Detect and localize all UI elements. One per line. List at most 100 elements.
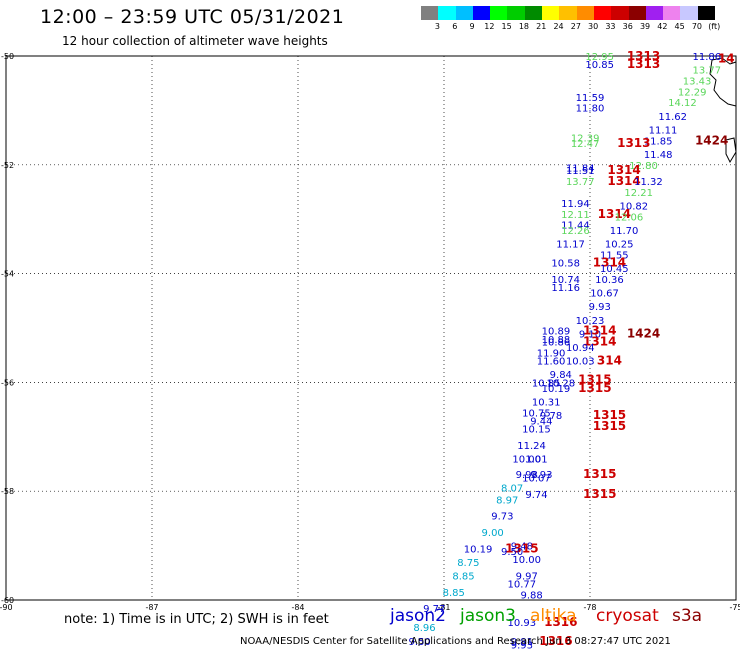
- wave-height-label: 11.16: [551, 283, 580, 294]
- colorbar-label: 36: [622, 22, 633, 31]
- wave-height-label: 10.25: [605, 240, 634, 251]
- wave-height-label: 9.00: [482, 528, 504, 539]
- legend-jason3: jason3: [460, 606, 516, 626]
- coastline-outline: [709, 57, 737, 107]
- wave-height-label: 1424: [695, 133, 728, 147]
- colorbar-swatch: [472, 6, 491, 20]
- x-tick-label: -90: [0, 603, 13, 612]
- wave-height-label: 9.77: [423, 604, 445, 615]
- colorbar-swatch: [455, 6, 473, 20]
- wave-height-label: 10.07: [522, 474, 551, 485]
- wave-height-label: 1314: [583, 335, 616, 349]
- wave-height-label: 9.50: [501, 547, 523, 558]
- wave-height-label: 10.36: [595, 275, 624, 286]
- wave-height-label: 10.94: [566, 343, 595, 354]
- footer-note: note: 1) Time is in UTC; 2) SWH is in fe…: [64, 612, 329, 627]
- map-frame: [5, 55, 737, 601]
- colorbar-label: 33: [605, 22, 616, 31]
- wave-height-label: 11.90: [537, 348, 566, 359]
- y-tick-label: -60: [1, 596, 14, 605]
- colorbar-swatch: [645, 6, 664, 20]
- wave-height-label: 10.86: [542, 338, 571, 349]
- wave-height-label: 9.88: [520, 591, 542, 602]
- wave-height-label: 10.85: [585, 60, 614, 71]
- wave-height-label: 9.84: [550, 370, 572, 381]
- colorbar-label: 45: [674, 22, 685, 31]
- y-tick-label: -58: [1, 487, 14, 496]
- colorbar-swatch: [490, 6, 508, 20]
- wave-height-label: 10.23: [576, 316, 605, 327]
- colorbar-swatch: [507, 6, 525, 20]
- wave-height-label: 12.80: [629, 161, 658, 172]
- wave-height-label: 10.00: [512, 555, 541, 566]
- wave-height-label: 11.80: [576, 104, 605, 115]
- wave-height-label: 11.85: [644, 136, 673, 147]
- wave-height-label: 9.10: [579, 329, 601, 340]
- wave-height-label: 14: [718, 52, 735, 66]
- wave-height-label: 10.75: [522, 408, 551, 419]
- wave-height-label: 10.85: [532, 378, 561, 389]
- colorbar-swatch: [576, 6, 594, 20]
- wave-height-label: 11.48: [644, 150, 673, 161]
- wave-height-label: 1315: [578, 373, 611, 387]
- page-subtitle: 12 hour collection of altimeter wave hei…: [62, 34, 328, 48]
- wave-height-label: 11.70: [610, 226, 639, 237]
- colorbar-swatch: [680, 6, 698, 20]
- wave-height-label: 11.17: [556, 240, 585, 251]
- x-tick-label: -75: [729, 603, 740, 612]
- wave-height-label: 10.19: [542, 384, 571, 395]
- colorbar-label: 3: [434, 22, 440, 31]
- wave-height-label: 8.96: [413, 623, 435, 634]
- wave-height-label: 9.81: [511, 637, 533, 648]
- x-tick-label: -84: [291, 603, 304, 612]
- colorbar-label: 9: [469, 22, 475, 31]
- credit-line: NOAA/NESDIS Center for Satellite Applica…: [240, 636, 671, 647]
- wave-height-label: 9.78: [540, 411, 562, 422]
- wave-height-label: 9.93: [530, 470, 552, 481]
- wave-height-label: 12.26: [561, 226, 590, 237]
- wave-height-label: 13.77: [566, 177, 595, 188]
- wave-height-label: 12.95: [585, 52, 614, 63]
- legend-altika: altika: [530, 606, 577, 626]
- y-tick-label: -52: [1, 161, 14, 170]
- wave-height-label: 10.45: [600, 264, 629, 275]
- colorbar-swatch: [524, 6, 543, 20]
- legend-cryosat: cryosat: [596, 606, 659, 626]
- wave-height-label: 11.24: [517, 441, 546, 452]
- colorbar-label: 21: [536, 22, 547, 31]
- wave-height-label: 1314: [598, 207, 631, 221]
- wave-height-label: 12.29: [678, 87, 707, 98]
- y-tick-label: -56: [1, 378, 14, 387]
- wave-height-label: 10.28: [546, 378, 575, 389]
- y-tick-label: -54: [1, 270, 14, 279]
- wave-height-label: 13.43: [683, 76, 712, 87]
- wave-height-label: 1315: [583, 467, 616, 481]
- wave-height-label: 8.85: [452, 572, 474, 583]
- wave-height-label: 9.97: [516, 572, 538, 583]
- colorbar-label: 18: [518, 22, 530, 31]
- wave-height-label: 10.74: [551, 275, 580, 286]
- wave-height-label: 10.58: [551, 259, 580, 270]
- wave-height-label: 1313: [627, 49, 660, 63]
- wave-height-label: 10.67: [590, 289, 619, 300]
- wave-height-label: 9.44: [530, 416, 552, 427]
- wave-height-label: 11.94: [561, 199, 590, 210]
- wave-height-label: 10.00: [512, 455, 541, 466]
- colorbar-label: 42: [657, 22, 668, 31]
- wave-height-label: 1315: [578, 381, 611, 395]
- wave-height-label: 1314: [607, 174, 640, 188]
- wave-height-label: 11.59: [576, 93, 605, 104]
- colorbar-swatch: [611, 6, 629, 20]
- coastline-outline: [725, 137, 737, 164]
- colorbar-label: 27: [570, 22, 581, 31]
- wave-height-label: 11.44: [561, 221, 590, 232]
- wave-height-label: 9.93: [511, 641, 533, 650]
- x-tick-label: -78: [583, 603, 596, 612]
- colorbar-label: (ft): [708, 22, 721, 31]
- wave-height-label: 10.88: [542, 335, 571, 346]
- colorbar-swatch: [542, 6, 560, 20]
- wave-height-label: 8.97: [496, 495, 518, 506]
- wave-height-label: 14.12: [668, 98, 697, 109]
- wave-height-label: 10.77: [508, 580, 537, 591]
- wave-height-label: 11.55: [600, 251, 629, 262]
